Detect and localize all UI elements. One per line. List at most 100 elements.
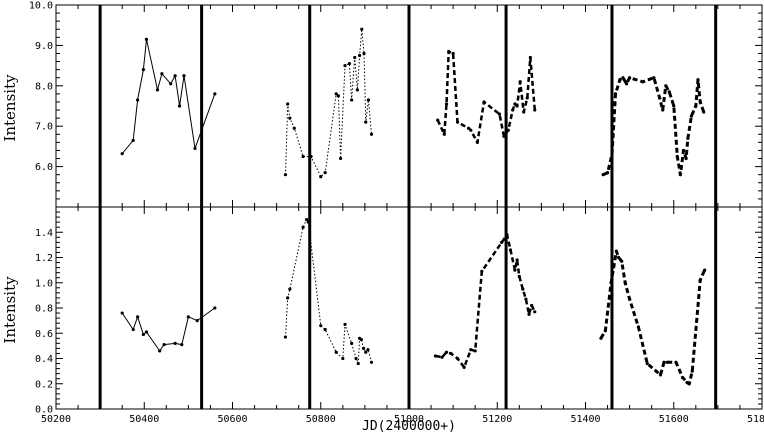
bottom-series-4-point <box>665 360 669 364</box>
top-series-2-point <box>286 102 290 106</box>
top-series-2-point <box>347 61 352 66</box>
bottom-series-2-point <box>334 350 338 354</box>
bottom-y-tick-label: 0.2 <box>35 379 53 390</box>
top-series-4-point <box>613 92 618 96</box>
bottom-series-4-point <box>603 329 607 333</box>
bottom-series-2-point <box>301 225 305 229</box>
bottom-series-3-point <box>433 354 438 358</box>
top-series-4-point <box>702 110 706 114</box>
bottom-series-2-point <box>323 327 327 332</box>
top-series-1-point <box>131 138 135 142</box>
top-series-3-point <box>528 55 532 60</box>
bottom-series-3-point <box>449 351 453 356</box>
top-series-2-point <box>323 171 327 175</box>
bottom-series-2-line <box>285 219 372 365</box>
bottom-series-2-point <box>354 356 358 361</box>
top-series-4-point <box>664 84 668 88</box>
top-series-4-point <box>624 82 629 86</box>
bottom-series-1-point <box>120 311 124 315</box>
top-series-3-point <box>475 140 479 144</box>
bottom-series-4-point <box>698 278 702 282</box>
top-y-axis-title: Intensity <box>1 74 19 142</box>
bottom-series-1-point <box>131 327 135 332</box>
top-series-3-point <box>447 49 451 54</box>
bottom-series-3-point <box>480 269 484 273</box>
top-series-2-point <box>364 120 368 124</box>
x-tick-label: 51400 <box>570 414 600 425</box>
bottom-series-2-point <box>359 337 363 342</box>
top-series-4-point <box>618 78 622 82</box>
top-series-3-point <box>515 104 519 108</box>
top-series-3-point <box>513 102 517 106</box>
top-series-2-point <box>283 173 288 177</box>
x-tick-label: 51600 <box>659 414 689 425</box>
top-series-3-point <box>442 132 446 136</box>
bottom-series-4-point <box>662 360 666 364</box>
bottom-y-tick-label: 0.8 <box>35 304 53 315</box>
bottom-series-3-point <box>469 348 473 352</box>
bottom-y-tick-label: 0.0 <box>35 405 53 416</box>
bottom-series-3-point <box>440 355 444 359</box>
top-series-3-point <box>502 134 506 138</box>
top-series-4-point <box>621 76 625 80</box>
bottom-panel: 0.0 0.2 0.4 0.6 0.8 1.0 1.2 1.4 50200 50400 50600 5… <box>35 206 764 425</box>
top-series-4-point <box>681 148 686 153</box>
bottom-y-tick-label: 1.2 <box>35 253 53 264</box>
top-y-tick-label: 8.0 <box>35 81 53 92</box>
top-series-3-point <box>444 102 449 106</box>
top-series-4-point <box>675 154 679 159</box>
x-tick-label: 51800 <box>747 414 764 425</box>
bottom-series-3-point <box>517 274 521 279</box>
bottom-y-axis-title: Intensity <box>1 276 19 344</box>
bottom-series-2-point <box>364 350 368 354</box>
bottom-series-1-point <box>158 349 162 353</box>
top-series-2-point <box>366 98 371 102</box>
top-series-4-point <box>628 76 632 80</box>
top-series-2-point <box>353 55 357 60</box>
bottom-series-1-line <box>121 307 216 352</box>
top-y-tick-label: 7.0 <box>35 122 53 133</box>
bottom-series-1-point <box>186 315 190 319</box>
bottom-y-tick-label: 1.4 <box>35 228 53 239</box>
bottom-series-1-point <box>180 343 184 347</box>
bottom-series-4-point <box>623 281 627 285</box>
bottom-series-3-point <box>513 268 517 272</box>
top-series-2-point <box>319 175 323 179</box>
top-series-4-point <box>684 156 688 161</box>
bottom-series-4-point <box>658 373 663 377</box>
bottom-series-2-point <box>286 296 290 300</box>
top-series-3-point <box>466 126 471 130</box>
top-series-1-point <box>144 37 149 41</box>
bottom-series-2-point <box>305 218 309 222</box>
top-y-tick-label: 10.0 <box>29 1 53 12</box>
bottom-series-3-point <box>500 240 504 244</box>
bottom-series-4-point <box>680 375 685 380</box>
top-series-4-point <box>694 104 698 108</box>
top-series-4-line <box>602 76 706 177</box>
bottom-series-4-point <box>614 249 618 253</box>
top-series-4-point <box>652 76 656 80</box>
top-series-4-point <box>661 108 665 112</box>
top-series-2-line <box>285 28 372 178</box>
bottom-series-4-point <box>690 369 694 373</box>
bottom-y-tick-label: 0.4 <box>35 354 53 365</box>
bottom-series-2-point <box>288 287 292 291</box>
top-series-2-point <box>292 126 296 130</box>
top-series-4-point <box>672 104 676 108</box>
top-series-2-point <box>334 92 338 96</box>
top-series-3-point <box>533 108 537 112</box>
bottom-series-3-point <box>527 312 531 316</box>
top-series-3-point <box>482 100 486 104</box>
top-series-3-point <box>469 128 473 132</box>
bottom-series-3-point <box>533 310 537 314</box>
top-series-3-point <box>497 112 502 116</box>
top-series-4-point <box>698 100 702 104</box>
x-tick-label: 50800 <box>306 414 336 425</box>
bottom-series-2-point <box>341 356 345 361</box>
top-series-2-point <box>336 94 340 98</box>
top-series-4-point <box>605 171 610 175</box>
bottom-series-2-point <box>283 335 288 339</box>
x-tick-label: 51000 <box>394 414 424 425</box>
top-series-3-point <box>525 96 529 100</box>
bottom-series-3-point <box>524 297 528 301</box>
